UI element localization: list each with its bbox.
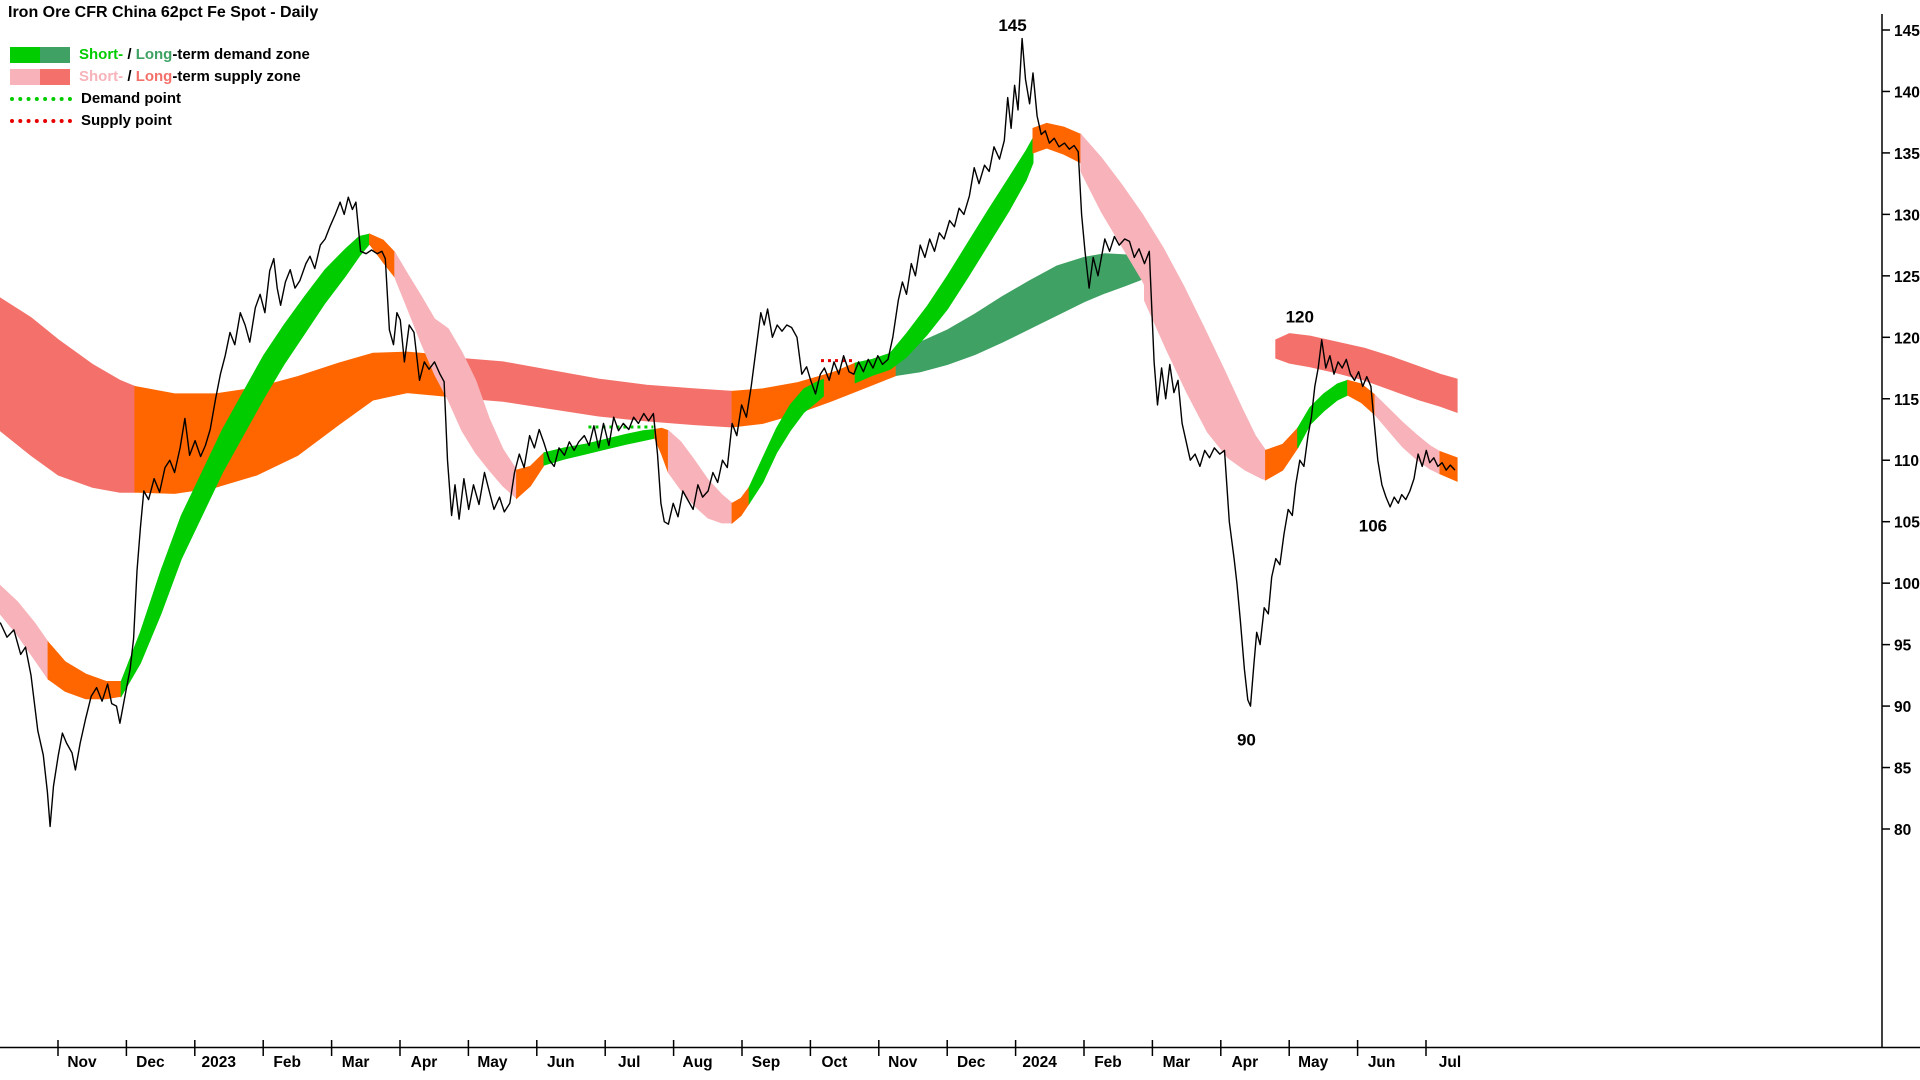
y-axis-label: 130	[1894, 207, 1920, 224]
y-axis-label: 140	[1894, 84, 1920, 101]
legend-demand-long-text: Long	[135, 46, 173, 63]
legend-supply-point-label: Supply point	[81, 112, 172, 129]
short-term-green-zone-band	[854, 137, 1034, 384]
short-term-orange-zone-band	[47, 640, 122, 700]
legend-demand-point-label: Demand point	[81, 90, 181, 107]
x-axis-label: May	[1298, 1054, 1329, 1071]
legend-demand-short-text: Short-	[79, 46, 124, 63]
x-axis-label: Sep	[752, 1054, 780, 1071]
legend-supply-zone: Short- / Long-term supply zone	[10, 66, 310, 87]
x-axis-label: Mar	[342, 1054, 370, 1071]
x-axis-label: Feb	[273, 1054, 301, 1071]
x-axis-label: Jun	[1368, 1054, 1396, 1071]
x-axis-label: Jun	[547, 1054, 575, 1071]
x-axis-label: May	[477, 1054, 508, 1071]
legend-supply-point: Supply point	[10, 110, 310, 131]
long-term-salmon-zone-band	[1275, 333, 1458, 414]
long-term-supply-swatch	[40, 68, 70, 85]
x-axis-label: Dec	[957, 1054, 986, 1071]
y-axis-label: 115	[1894, 392, 1919, 409]
short-term-orange-zone-band	[1265, 427, 1299, 481]
y-axis-label: 125	[1894, 269, 1920, 286]
short-term-green-zone-band	[1297, 379, 1349, 449]
demand-point-swatch	[10, 96, 72, 101]
y-axis-label: 110	[1894, 453, 1919, 470]
long-term-orange-zone-band	[134, 351, 459, 494]
short-term-pink-zone-band	[0, 584, 49, 681]
short-term-pink-zone-band	[667, 429, 733, 524]
x-axis-label: 2024	[1022, 1054, 1057, 1071]
price-annotation: 120	[1286, 308, 1314, 327]
x-axis-label: 2023	[202, 1054, 237, 1071]
price-line	[0, 37, 1456, 828]
x-axis-label: Feb	[1094, 1054, 1122, 1071]
legend-supply-sep: /	[123, 68, 136, 85]
legend-supply-rest: -term supply zone	[172, 68, 301, 85]
price-annotation: 90	[1237, 730, 1256, 749]
y-axis-label: 145	[1894, 23, 1920, 40]
x-axis-label: Nov	[888, 1054, 918, 1071]
legend-demand-sep: /	[123, 46, 136, 63]
short-term-demand-swatch	[10, 46, 40, 63]
y-axis-label: 135	[1894, 146, 1920, 163]
x-axis-label: Apr	[411, 1054, 438, 1071]
x-axis-label: Aug	[683, 1054, 713, 1071]
x-axis-label: Oct	[821, 1054, 847, 1071]
legend-supply-long-text: Long	[135, 68, 173, 85]
price-annotation: 145	[998, 16, 1026, 35]
long-term-demand-swatch	[40, 46, 70, 63]
legend-demand-rest: -term demand zone	[172, 46, 310, 63]
short-term-orange-zone-band	[369, 233, 396, 279]
legend-supply-short-text: Short-	[79, 68, 124, 85]
short-term-orange-zone-band	[731, 485, 750, 524]
y-axis-label: 85	[1894, 761, 1912, 778]
y-axis-label: 80	[1894, 822, 1911, 839]
supply-point-swatch	[10, 118, 72, 123]
x-axis-label: Dec	[136, 1054, 165, 1071]
chart-title: Iron Ore CFR China 62pct Fe Spot - Daily	[8, 4, 319, 21]
x-axis-label: Jul	[1439, 1054, 1461, 1071]
x-axis-label: Apr	[1231, 1054, 1258, 1071]
long-term-salmon-zone-band	[0, 297, 136, 493]
legend-demand-zone-label: Short- / Long-term demand zone	[79, 46, 310, 63]
y-axis-label: 95	[1894, 638, 1912, 655]
y-axis-label: 90	[1894, 699, 1911, 716]
y-axis-label: 105	[1894, 515, 1920, 532]
x-axis-label: Jul	[618, 1054, 640, 1071]
legend-demand-point: Demand point	[10, 88, 310, 109]
price-annotation: 106	[1359, 517, 1387, 536]
legend-supply-zone-label: Short- / Long-term supply zone	[79, 68, 301, 85]
long-term-salmon-zone-band	[458, 357, 733, 428]
short-term-pink-zone-band	[1080, 133, 1267, 481]
x-axis-label: Mar	[1163, 1054, 1191, 1071]
y-axis-label: 100	[1894, 576, 1920, 593]
y-axis-label: 120	[1894, 330, 1920, 347]
short-term-supply-swatch	[10, 68, 40, 85]
x-axis-label: Nov	[67, 1054, 97, 1071]
legend: Short- / Long-term demand zone Short- / …	[10, 44, 310, 132]
legend-demand-zone: Short- / Long-term demand zone	[10, 44, 310, 65]
